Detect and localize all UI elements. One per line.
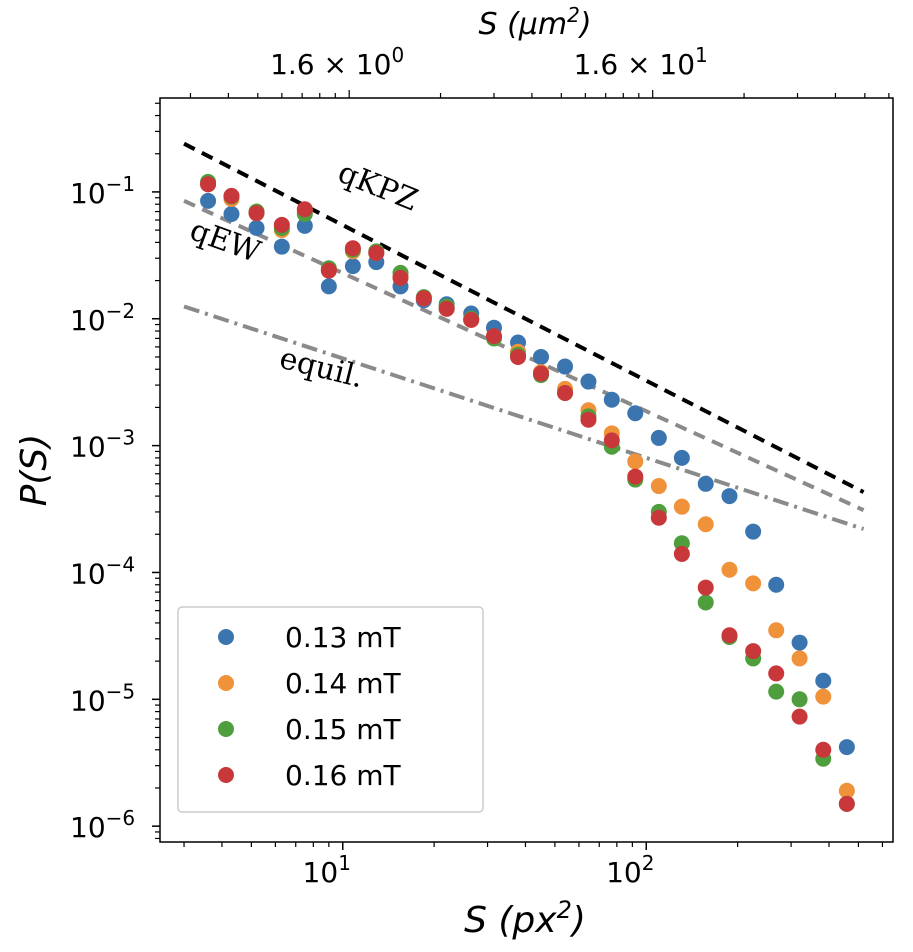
point-0.15-mT-25 [791, 691, 808, 708]
y-tick-label: 10−6 [70, 806, 135, 844]
point-0.13-mT-2 [248, 219, 265, 236]
point-0.16-mT-6 [344, 240, 361, 257]
point-0.16-mT-15 [557, 384, 574, 401]
reference-line-equil [183, 304, 865, 531]
point-0.13-mT-16 [580, 373, 597, 390]
point-0.13-mT-25 [791, 634, 808, 651]
point-0.13-mT-14 [533, 348, 550, 365]
point-0.13-mT-20 [673, 449, 690, 466]
point-0.16-mT-20 [673, 545, 690, 562]
legend-label-0.13-mT: 0.13 mT [285, 621, 402, 654]
legend-label-0.14-mT: 0.14 mT [285, 667, 402, 700]
point-0.16-mT-19 [650, 509, 667, 526]
point-0.14-mT-27 [838, 782, 855, 799]
plot-area-border [159, 97, 894, 843]
legend-marker-0.13-mT [218, 629, 234, 645]
point-0.16-mT-11 [463, 311, 480, 328]
point-0.14-mT-25 [791, 650, 808, 667]
point-0.13-mT-26 [815, 672, 832, 689]
x-axis-title: S (px2) [464, 896, 586, 941]
point-0.13-mT-24 [768, 576, 785, 593]
y-tick-label: 10−1 [70, 172, 135, 210]
legend-label-0.16-mT: 0.16 mT [285, 759, 402, 792]
point-0.13-mT-22 [721, 488, 738, 505]
point-0.13-mT-21 [697, 475, 714, 492]
point-0.14-mT-26 [815, 688, 832, 705]
legend-box [177, 606, 484, 813]
y-tick-label: 10−5 [70, 679, 135, 717]
reference-line-qKPZ [183, 141, 865, 494]
point-0.16-mT-13 [510, 348, 527, 365]
point-0.13-mT-23 [745, 523, 762, 540]
point-0.16-mT-25 [791, 708, 808, 725]
reference-line-qEW [183, 199, 865, 512]
point-0.16-mT-21 [697, 579, 714, 596]
point-0.14-mT-18 [627, 453, 644, 470]
point-0.14-mT-24 [768, 622, 785, 639]
point-0.16-mT-24 [768, 665, 785, 682]
point-0.13-mT-4 [296, 217, 313, 234]
point-0.13-mT-0 [200, 192, 217, 209]
point-0.16-mT-1 [223, 187, 240, 204]
y-tick-label: 10−2 [70, 299, 135, 337]
point-0.13-mT-15 [557, 358, 574, 375]
point-0.16-mT-23 [745, 643, 762, 660]
top-axis-title: S (μm2) [478, 3, 591, 42]
legend-label-0.15-mT: 0.15 mT [285, 713, 402, 746]
point-0.16-mT-10 [438, 300, 455, 317]
data-points [200, 173, 855, 812]
y-tick-label: 10−3 [70, 426, 135, 464]
point-0.16-mT-26 [815, 741, 832, 758]
point-0.16-mT-8 [392, 269, 409, 286]
point-0.14-mT-19 [650, 478, 667, 495]
legend-marker-0.14-mT [218, 675, 234, 691]
point-0.16-mT-7 [368, 244, 385, 261]
annotation-qKPZ: qKPZ [333, 155, 423, 218]
legend-marker-0.15-mT [218, 721, 234, 737]
point-0.14-mT-23 [745, 575, 762, 592]
point-0.16-mT-9 [415, 290, 432, 307]
point-0.14-mT-20 [673, 498, 690, 515]
point-0.13-mT-27 [838, 739, 855, 756]
point-0.16-mT-12 [485, 328, 502, 345]
point-0.16-mT-5 [320, 262, 337, 279]
annotation-equil: equil. [276, 341, 367, 396]
point-0.16-mT-2 [248, 205, 265, 222]
point-0.14-mT-22 [721, 561, 738, 578]
point-0.15-mT-24 [768, 683, 785, 700]
point-0.13-mT-18 [627, 405, 644, 422]
point-0.13-mT-1 [223, 205, 240, 222]
point-0.16-mT-17 [603, 432, 620, 449]
point-0.16-mT-16 [580, 411, 597, 428]
reference-lines [183, 141, 865, 531]
point-0.16-mT-27 [838, 795, 855, 812]
x-tick-label: 102 [606, 851, 654, 889]
plot-frame [159, 97, 894, 843]
point-0.16-mT-4 [296, 201, 313, 218]
point-0.13-mT-6 [344, 258, 361, 275]
legend: 0.13 mT 0.14 mT 0.15 mT 0.16 mT [177, 606, 484, 813]
y-axis-title: P(S) [14, 434, 55, 507]
x-tick-label: 101 [303, 851, 351, 889]
point-0.14-mT-21 [697, 516, 714, 533]
point-0.13-mT-19 [650, 429, 667, 446]
point-0.13-mT-17 [603, 391, 620, 408]
point-0.16-mT-0 [200, 176, 217, 193]
point-0.16-mT-18 [627, 468, 644, 485]
point-0.16-mT-14 [533, 365, 550, 382]
top-tick-label: 1.6 × 100 [270, 43, 404, 81]
point-0.16-mT-22 [721, 627, 738, 644]
point-0.15-mT-21 [697, 594, 714, 611]
point-0.13-mT-5 [320, 278, 337, 295]
legend-marker-0.16-mT [218, 767, 234, 783]
top-tick-label: 1.6 × 101 [574, 43, 708, 81]
point-0.13-mT-3 [273, 238, 290, 255]
point-0.16-mT-3 [273, 216, 290, 233]
y-tick-label: 10−4 [70, 552, 135, 590]
